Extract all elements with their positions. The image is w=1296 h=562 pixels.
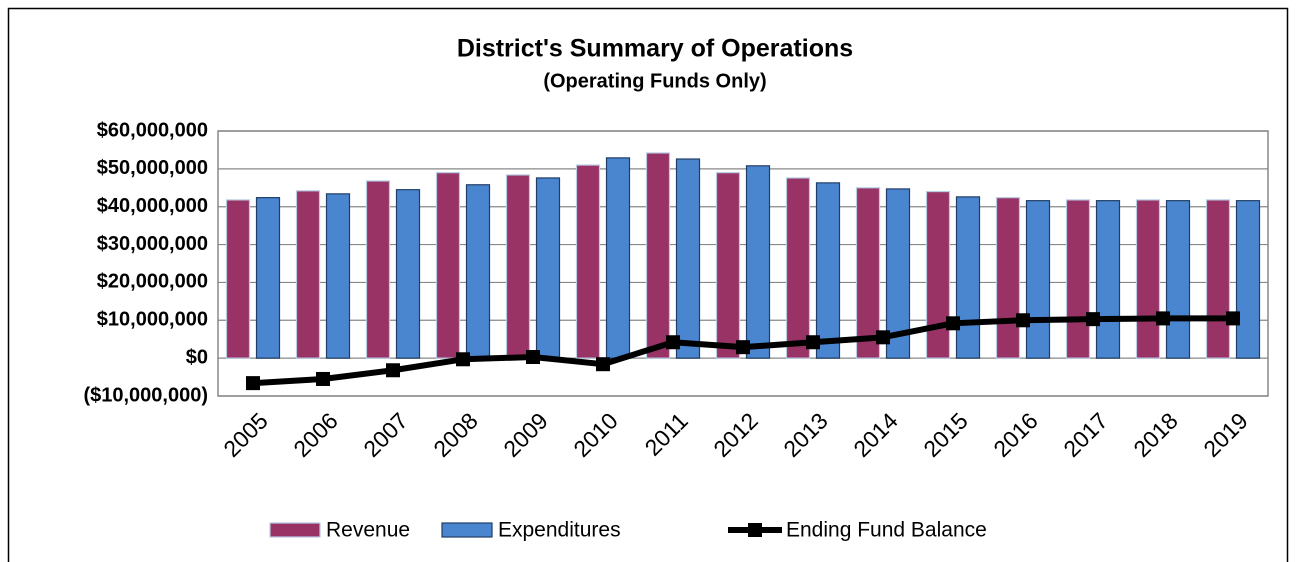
line-marker <box>946 316 960 331</box>
line-marker <box>736 340 750 355</box>
bar <box>535 177 561 359</box>
bar <box>1025 200 1051 359</box>
legend-swatch <box>269 522 321 538</box>
bar <box>295 190 321 359</box>
bar <box>465 184 491 359</box>
bar <box>505 174 531 359</box>
line-marker <box>1226 311 1240 326</box>
bar <box>225 199 251 359</box>
bar <box>435 172 461 359</box>
bar <box>1065 199 1091 359</box>
y-tick-label: $30,000,000 <box>97 233 208 255</box>
bar <box>855 187 881 359</box>
line-marker <box>666 335 680 350</box>
line-marker <box>806 335 820 350</box>
bar <box>575 164 601 359</box>
y-tick-label: $50,000,000 <box>97 157 208 179</box>
y-tick-label: $10,000,000 <box>97 309 208 331</box>
line-marker <box>456 352 470 367</box>
legend-label: Expenditures <box>498 519 621 542</box>
line-marker <box>246 376 260 391</box>
bar <box>1235 200 1261 359</box>
legend-swatch <box>441 522 493 538</box>
y-tick-label: $40,000,000 <box>97 195 208 217</box>
bar <box>365 180 391 359</box>
bar <box>605 157 631 359</box>
bar <box>1205 199 1231 359</box>
bar <box>1135 199 1161 359</box>
bar <box>1165 200 1191 359</box>
line-marker <box>876 330 890 345</box>
line-marker <box>316 371 330 386</box>
y-tick-label: $60,000,000 <box>97 119 208 141</box>
legend-swatch <box>748 523 762 537</box>
chart-title: District's Summary of Operations <box>457 35 853 63</box>
chart-subtitle: (Operating Funds Only) <box>543 70 766 92</box>
y-tick-label: $0 <box>186 346 208 368</box>
line-marker <box>526 350 540 365</box>
line-marker <box>1156 311 1170 326</box>
legend-label: Ending Fund Balance <box>786 519 987 542</box>
bar <box>885 188 911 359</box>
bar <box>1095 200 1121 359</box>
bar <box>955 196 981 359</box>
bar <box>325 193 351 359</box>
bar <box>715 172 741 359</box>
bar <box>815 182 841 359</box>
line-marker <box>1016 313 1030 328</box>
bar <box>745 165 771 359</box>
bar <box>785 177 811 359</box>
bar <box>675 158 701 359</box>
bar <box>995 197 1021 359</box>
line-marker <box>1086 312 1100 327</box>
y-tick-label: $20,000,000 <box>97 271 208 293</box>
bar <box>255 197 281 359</box>
line-marker <box>386 363 400 378</box>
bar <box>925 190 951 359</box>
line-marker <box>596 357 610 372</box>
bar <box>645 152 671 359</box>
legend-label: Revenue <box>326 519 410 542</box>
y-tick-label: ($10,000,000) <box>83 384 208 406</box>
bar <box>395 189 421 359</box>
